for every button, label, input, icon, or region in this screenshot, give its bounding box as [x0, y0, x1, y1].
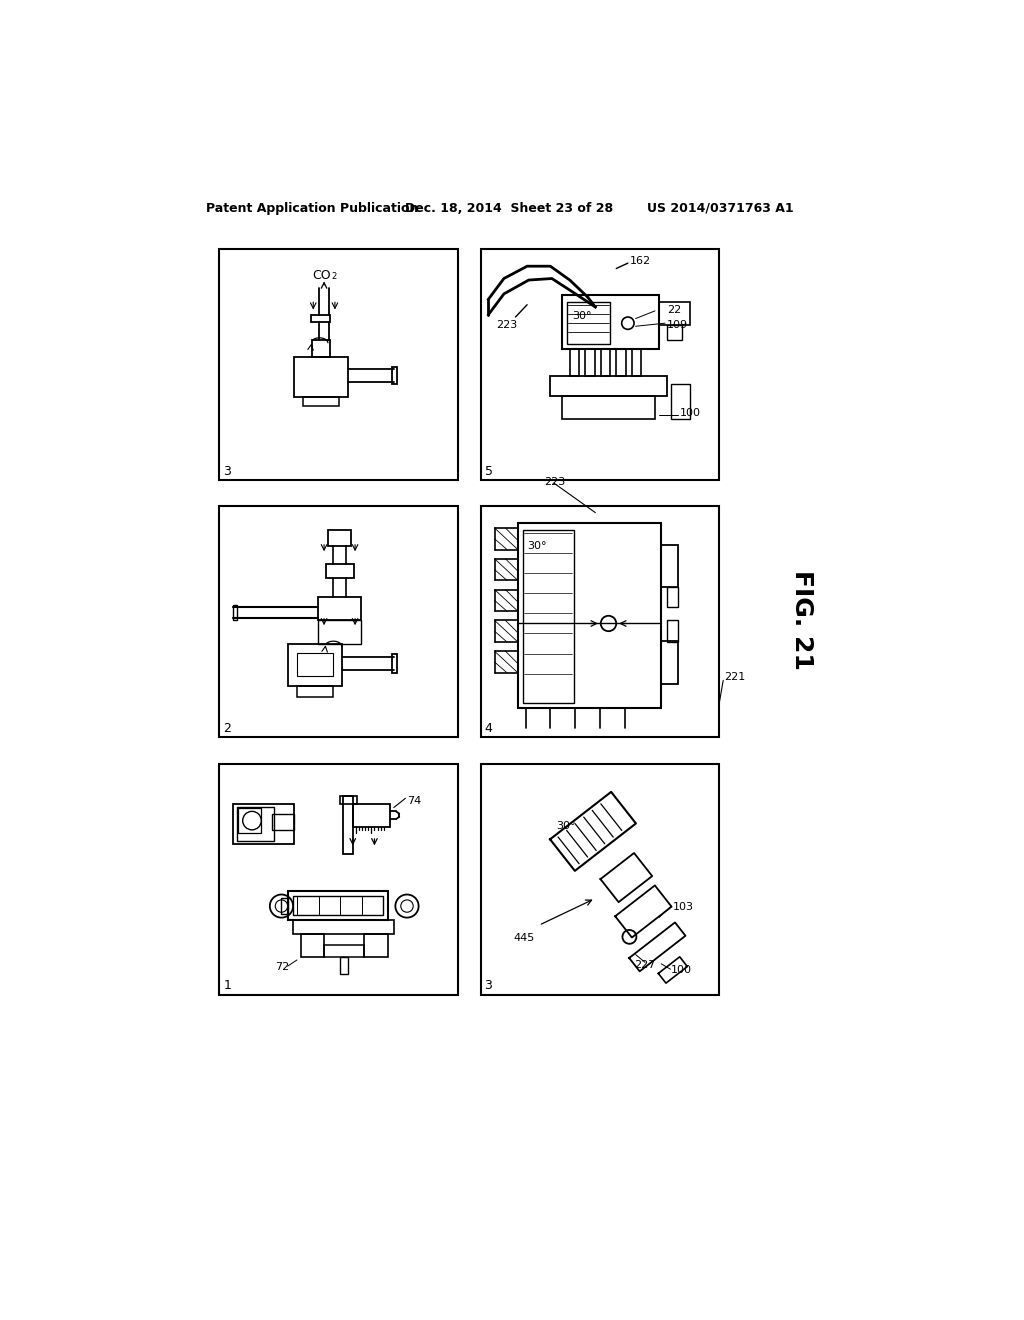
Text: 1: 1: [223, 979, 231, 993]
Text: 162: 162: [630, 256, 650, 265]
Bar: [365, 933, 388, 957]
Bar: [294, 358, 348, 397]
Bar: [662, 545, 678, 587]
Bar: [219, 249, 458, 480]
Text: 2: 2: [332, 272, 337, 281]
Text: 3: 3: [223, 465, 231, 478]
Bar: [297, 653, 333, 676]
Bar: [392, 655, 397, 673]
Text: 109: 109: [667, 321, 688, 330]
Bar: [667, 587, 678, 607]
Text: 30°: 30°: [527, 541, 547, 550]
Bar: [480, 249, 719, 480]
Bar: [340, 796, 356, 804]
Text: CO: CO: [312, 268, 331, 281]
Bar: [480, 763, 719, 995]
Bar: [297, 686, 333, 697]
Bar: [567, 302, 610, 345]
Text: 3: 3: [484, 979, 493, 993]
Bar: [340, 957, 348, 974]
Text: 74: 74: [407, 796, 421, 807]
Bar: [301, 933, 324, 957]
Bar: [328, 529, 351, 546]
Text: 103: 103: [673, 903, 694, 912]
Text: 100: 100: [671, 965, 691, 975]
Text: 2: 2: [223, 722, 231, 735]
Bar: [562, 396, 655, 418]
Bar: [523, 529, 573, 702]
Bar: [288, 891, 388, 920]
Bar: [272, 814, 294, 830]
Text: 445: 445: [513, 933, 535, 942]
Bar: [352, 804, 390, 826]
Text: 221: 221: [724, 672, 745, 682]
Bar: [312, 341, 330, 358]
Bar: [562, 296, 658, 350]
Bar: [237, 807, 273, 841]
Text: 5: 5: [484, 465, 493, 478]
Bar: [233, 804, 294, 843]
Bar: [324, 945, 365, 957]
Text: Dec. 18, 2014  Sheet 23 of 28: Dec. 18, 2014 Sheet 23 of 28: [406, 202, 613, 215]
Bar: [293, 920, 394, 933]
Bar: [518, 524, 662, 708]
Bar: [293, 896, 383, 915]
Bar: [219, 763, 458, 995]
Text: 30°: 30°: [572, 312, 592, 321]
Text: 72: 72: [275, 962, 290, 973]
Text: Patent Application Publication: Patent Application Publication: [206, 202, 418, 215]
Bar: [392, 367, 397, 384]
Bar: [658, 302, 690, 325]
Text: 22: 22: [667, 305, 681, 314]
Bar: [671, 384, 690, 418]
Bar: [326, 564, 353, 578]
Bar: [480, 507, 719, 738]
Text: 227: 227: [634, 960, 655, 970]
Text: 4: 4: [484, 722, 493, 735]
Text: 223: 223: [496, 321, 517, 330]
Text: 223: 223: [544, 478, 565, 487]
Text: FIG. 21: FIG. 21: [791, 570, 814, 671]
Bar: [288, 644, 342, 686]
Bar: [219, 507, 458, 738]
Text: 100: 100: [680, 408, 700, 417]
Bar: [317, 620, 361, 644]
Bar: [317, 597, 361, 620]
Bar: [343, 796, 352, 854]
Text: 30°: 30°: [557, 821, 577, 832]
Bar: [667, 325, 682, 341]
Text: US 2014/0371763 A1: US 2014/0371763 A1: [647, 202, 794, 215]
Bar: [238, 808, 261, 833]
Bar: [667, 620, 678, 642]
Bar: [662, 642, 678, 684]
Bar: [303, 397, 339, 407]
Bar: [550, 376, 667, 396]
Bar: [282, 899, 288, 913]
Bar: [311, 314, 330, 322]
Bar: [233, 605, 238, 619]
